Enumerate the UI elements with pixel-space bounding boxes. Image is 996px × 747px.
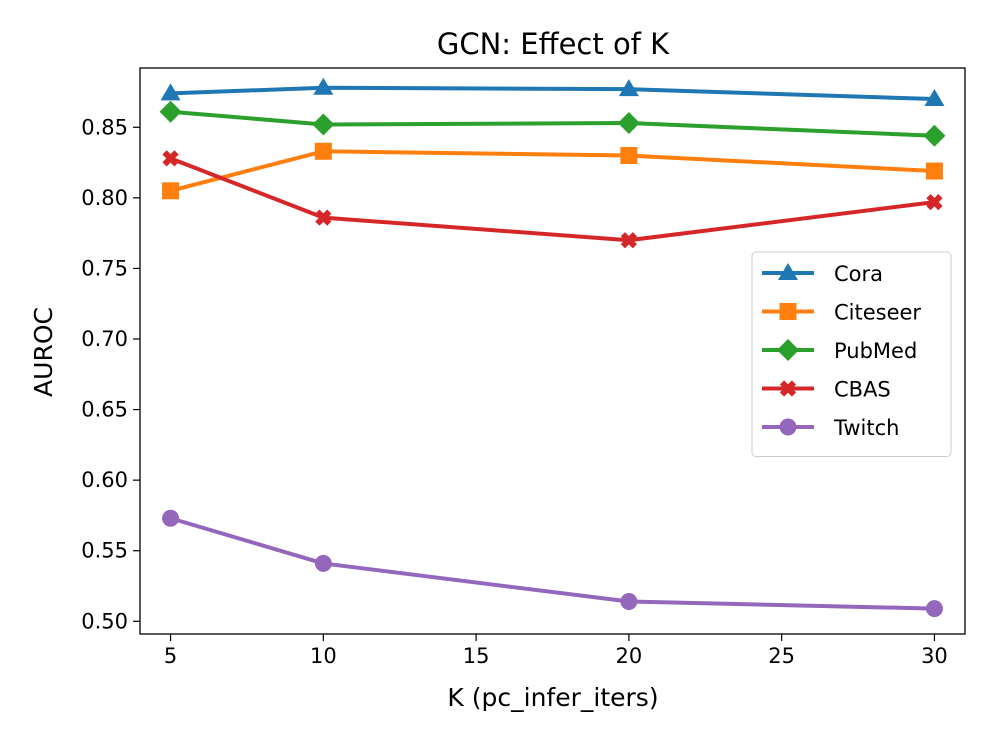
series-line-citeseer <box>170 149 935 193</box>
legend-label-twitch: Twitch <box>833 416 899 440</box>
x-axis-label: K (pc_infer_iters) <box>447 683 658 712</box>
data-point-citeseer <box>162 182 180 200</box>
data-point-pubmed <box>312 113 335 136</box>
data-point-twitch <box>620 593 638 611</box>
y-tick-label: 0.70 <box>81 327 128 351</box>
y-axis-label: AUROC <box>29 307 58 397</box>
series-line-twitch <box>169 516 935 611</box>
data-point-cbas <box>926 193 943 211</box>
data-point-citeseer <box>314 142 332 160</box>
legend: Cora Citeseer PubMed CBAS Twitch <box>751 251 952 457</box>
y-tick-label: 0.85 <box>81 115 128 139</box>
legend-box <box>751 251 952 457</box>
y-tick-label: 0.80 <box>81 186 128 210</box>
x-tick-label: 5 <box>164 644 177 668</box>
legend-marker-cbas <box>779 380 797 397</box>
data-point-citeseer <box>620 147 638 165</box>
series-line-pubmed <box>170 109 935 138</box>
data-point-pubmed <box>617 112 640 135</box>
data-point-twitch <box>162 509 180 527</box>
legend-marker-pubmed <box>777 339 799 361</box>
data-point-pubmed <box>923 124 946 147</box>
x-tick-label: 20 <box>616 644 643 668</box>
y-tick-label: 0.60 <box>81 468 128 492</box>
legend-label-cbas: CBAS <box>834 378 891 402</box>
data-point-twitch <box>925 600 943 618</box>
y-tick-label: 0.50 <box>81 609 128 633</box>
series-line-cora <box>170 85 935 102</box>
chart-title: GCN: Effect of K <box>437 27 670 61</box>
data-point-cbas <box>162 150 179 167</box>
plot-area: 5 10 15 20 25 30 0.50 0.55 0.60 0.65 0.70 0.75 0.80 0… <box>81 67 966 668</box>
legend-marker-citeseer <box>779 303 797 320</box>
data-point-cbas <box>620 232 638 249</box>
x-tick-label: 30 <box>921 644 948 668</box>
series-line-cbas <box>169 156 935 243</box>
legend-marker-twitch <box>779 418 797 436</box>
y-tick-label: 0.75 <box>81 256 128 280</box>
axes-frame <box>139 67 966 635</box>
data-point-cora <box>618 79 639 97</box>
legend-marker-cora <box>778 263 798 280</box>
x-tick-label: 15 <box>463 644 490 668</box>
y-tick-label: 0.65 <box>81 398 128 422</box>
data-point-cora <box>160 83 181 101</box>
legend-label-cora: Cora <box>834 262 883 286</box>
y-tick-label: 0.55 <box>81 539 128 563</box>
data-point-citeseer <box>925 162 943 180</box>
data-point-cora <box>924 89 945 107</box>
x-tick-label: 10 <box>310 644 337 668</box>
data-point-cbas <box>315 209 332 226</box>
legend-label-pubmed: PubMed <box>834 339 917 363</box>
x-tick-label: 25 <box>768 644 795 668</box>
data-point-pubmed <box>159 100 182 123</box>
legend-label-citeseer: Citeseer <box>834 301 921 325</box>
data-point-cora <box>313 77 334 95</box>
data-point-twitch <box>314 554 332 572</box>
